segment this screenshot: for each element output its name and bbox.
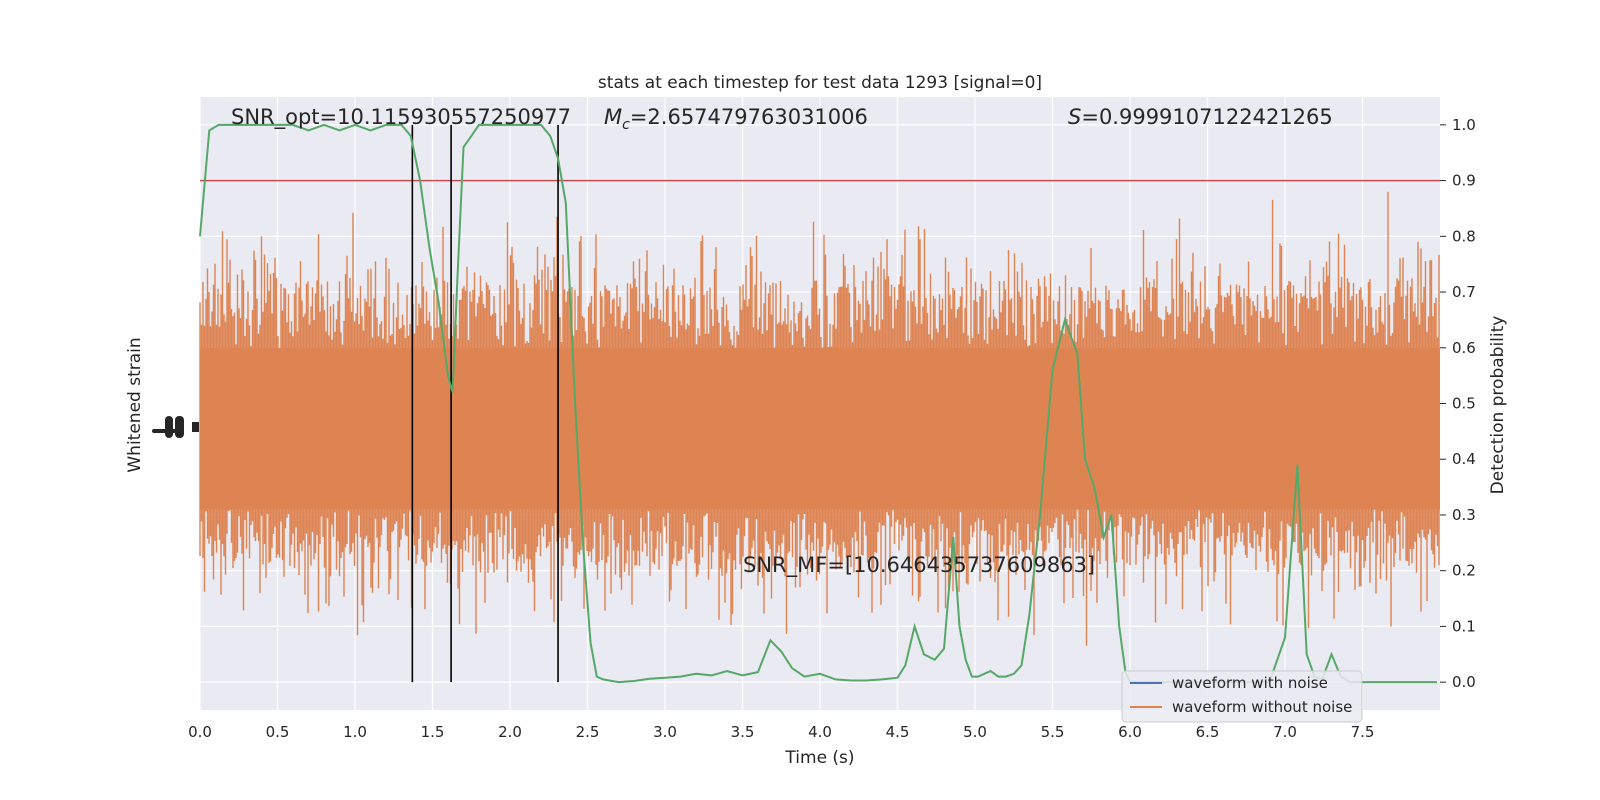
x-tick-label: 3.0 [653,723,677,741]
right-tick-label: 0.9 [1452,172,1476,190]
s-annotation: S=0.9999107122421265 [1068,105,1333,129]
x-tick-label: 1.0 [343,723,367,741]
x-tick-label: 4.5 [886,723,910,741]
right-tick-label: 0.4 [1452,450,1476,468]
right-axis-label: Detection probability [1488,316,1508,495]
right-tick-label: 0.7 [1452,283,1476,301]
right-tick-label: 0.0 [1452,673,1476,691]
x-tick-label: 2.5 [576,723,600,741]
right-axis-ticks: 0.0 0.1 0.2 0.3 0.4 0.5 0.6 0.7 0.8 0.9 1.0 [1440,116,1476,691]
legend-label-with-noise: waveform with noise [1172,674,1328,692]
legend: waveform with noise waveform without noi… [1121,670,1363,723]
mc-value: =2.657479763031006 [630,105,868,129]
x-tick-label: 2.0 [498,723,522,741]
x-tick-label: 5.0 [963,723,987,741]
vertical-marker-lines [411,124,559,683]
snr-mf-annotation: SNR_MF=[10.646435737609863] [743,553,1095,578]
x-tick-label: 7.0 [1273,723,1297,741]
s-value: =0.9999107122421265 [1081,105,1332,129]
x-tick-label: 6.5 [1196,723,1220,741]
right-tick-label: 1.0 [1452,116,1476,134]
x-tick-label: 4.0 [808,723,832,741]
legend-label-without-noise: waveform without noise [1172,698,1352,716]
mc-symbol: M [604,105,622,129]
right-tick-label: 0.2 [1452,562,1476,580]
left-tick-blob-part [165,416,173,438]
x-tick-label: 6.0 [1118,723,1142,741]
snr-opt-annotation: SNR_opt=10.115930557250977 [231,105,571,130]
x-axis-ticks: 0.0 0.5 1.0 1.5 2.0 2.5 3.0 3.5 4.0 4.5 5.0 5.5 6.0 6… [188,723,1374,741]
left-axis-label: Whitened strain [125,337,145,472]
left-axis-ticklabel-blob [152,416,199,438]
right-tick-label: 0.3 [1452,506,1476,524]
x-tick-label: 1.5 [421,723,445,741]
whitened-strain-series [199,191,1440,646]
right-tick-label: 0.6 [1452,339,1476,357]
left-tick-blob-part [175,416,184,438]
legend-box [1121,670,1363,723]
mc-subscript: c [622,117,630,133]
x-tick-label: 5.5 [1041,723,1065,741]
x-tick-label: 7.5 [1351,723,1375,741]
mc-annotation: Mc=2.657479763031006 [604,105,868,133]
x-tick-label: 0.5 [266,723,290,741]
chart-title: stats at each timestep for test data 129… [598,73,1042,93]
x-tick-label: 3.5 [731,723,755,741]
right-tick-label: 0.1 [1452,617,1476,635]
x-tick-label: 0.0 [188,723,212,741]
right-tick-label: 0.5 [1452,395,1476,413]
right-tick-label: 0.8 [1452,227,1476,245]
strain-trace [199,191,1440,646]
x-axis-label: Time (s) [784,748,854,768]
left-tick-blob-part [192,422,199,432]
s-symbol: S [1068,105,1081,129]
